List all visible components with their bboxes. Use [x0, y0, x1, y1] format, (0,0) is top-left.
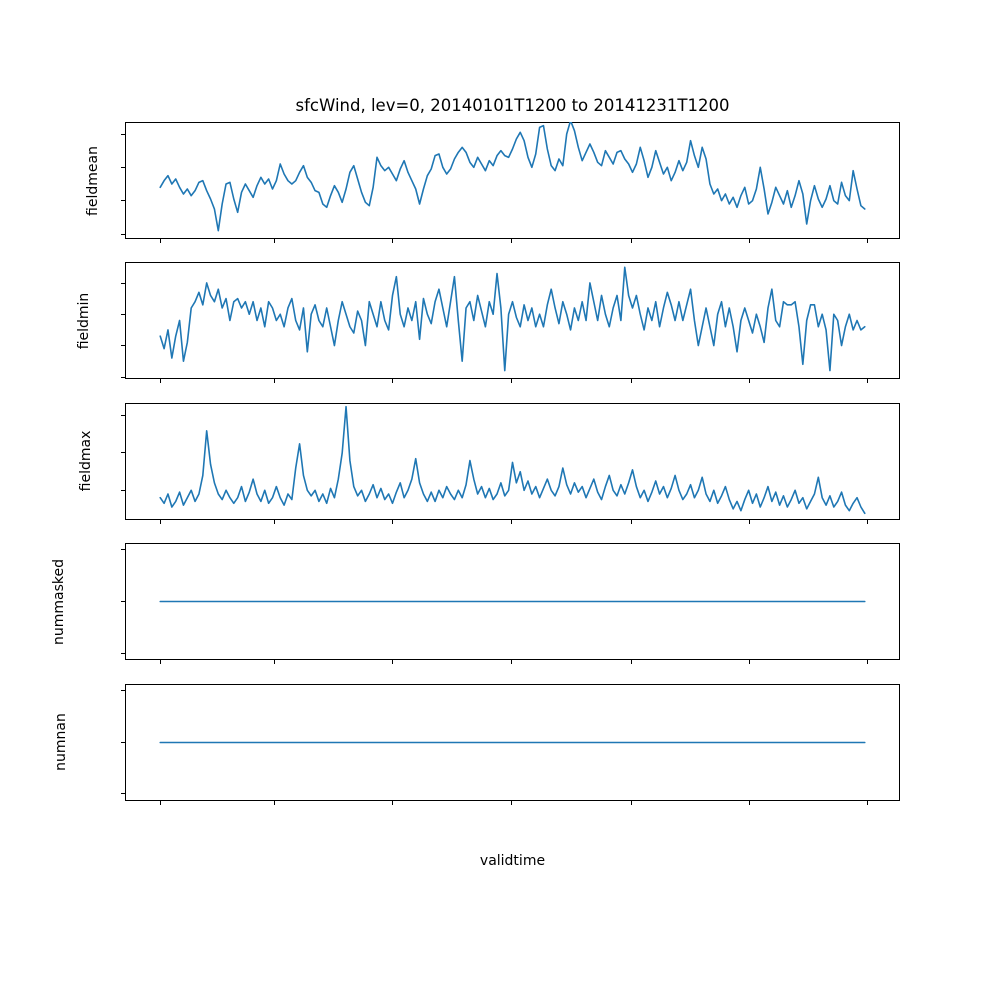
plot-area-fieldmin [125, 262, 900, 380]
y-tick [121, 376, 125, 378]
y-tick [121, 133, 125, 135]
y-tick [121, 452, 125, 454]
x-tick [274, 800, 276, 805]
x-tick [630, 379, 632, 384]
y-axis-label-fieldmax: fieldmax [78, 430, 94, 492]
x-tick [866, 239, 868, 243]
x-tick [510, 379, 512, 384]
x-tick [160, 379, 162, 384]
x-tick [160, 800, 162, 805]
x-tick [510, 239, 512, 243]
x-tick [630, 660, 632, 665]
x-tick [510, 800, 512, 805]
plot-area-fieldmean [125, 122, 900, 239]
x-tick [630, 239, 632, 243]
line-series-fieldmin [159, 266, 866, 372]
y-tick [121, 793, 125, 795]
y-tick [121, 200, 125, 202]
plot-area-nummasked [125, 543, 900, 661]
axes-frame [125, 262, 900, 380]
x-tick [748, 239, 750, 243]
chart-title: sfcWind, lev=0, 20140101T1200 to 2014123… [295, 96, 730, 115]
y-axis-label-fieldmean: fieldmean [85, 145, 101, 216]
x-tick [866, 379, 868, 384]
x-tick [160, 239, 162, 243]
plot-area-fieldmax [125, 402, 900, 520]
y-axis-label-nummasked: nummasked [51, 558, 67, 645]
x-tick [274, 660, 276, 665]
x-tick [748, 800, 750, 805]
y-axis-label-fieldmin: fieldmin [76, 292, 92, 350]
y-axis-label-numnan: numnan [53, 713, 69, 771]
y-tick [121, 601, 125, 603]
y-tick [121, 314, 125, 316]
x-tick [866, 800, 868, 805]
x-tick [392, 519, 394, 524]
x-axis-label: validtime [479, 853, 546, 869]
y-tick [121, 689, 125, 691]
line-series-fieldmean [159, 122, 866, 232]
x-tick [630, 800, 632, 805]
line-series-fieldmax [159, 405, 866, 514]
axes-frame [125, 122, 900, 239]
x-tick [510, 519, 512, 524]
y-tick [121, 415, 125, 417]
y-tick [121, 549, 125, 551]
y-tick [121, 233, 125, 235]
x-tick [274, 519, 276, 524]
x-tick [160, 660, 162, 665]
x-tick [392, 239, 394, 243]
x-tick [748, 660, 750, 665]
x-tick [392, 800, 394, 805]
plot-area-numnan [125, 683, 900, 801]
y-tick [121, 166, 125, 168]
x-tick [630, 519, 632, 524]
x-tick [392, 660, 394, 665]
x-tick [748, 379, 750, 384]
y-tick [121, 489, 125, 491]
x-tick [274, 379, 276, 384]
x-tick [160, 519, 162, 524]
x-tick [866, 519, 868, 524]
x-tick [866, 660, 868, 665]
x-tick [510, 660, 512, 665]
x-tick [392, 379, 394, 384]
axes-frame [125, 402, 900, 520]
x-tick [274, 239, 276, 243]
y-tick [121, 741, 125, 743]
y-tick [121, 282, 125, 284]
x-tick [748, 519, 750, 524]
y-tick [121, 345, 125, 347]
y-tick [121, 652, 125, 654]
